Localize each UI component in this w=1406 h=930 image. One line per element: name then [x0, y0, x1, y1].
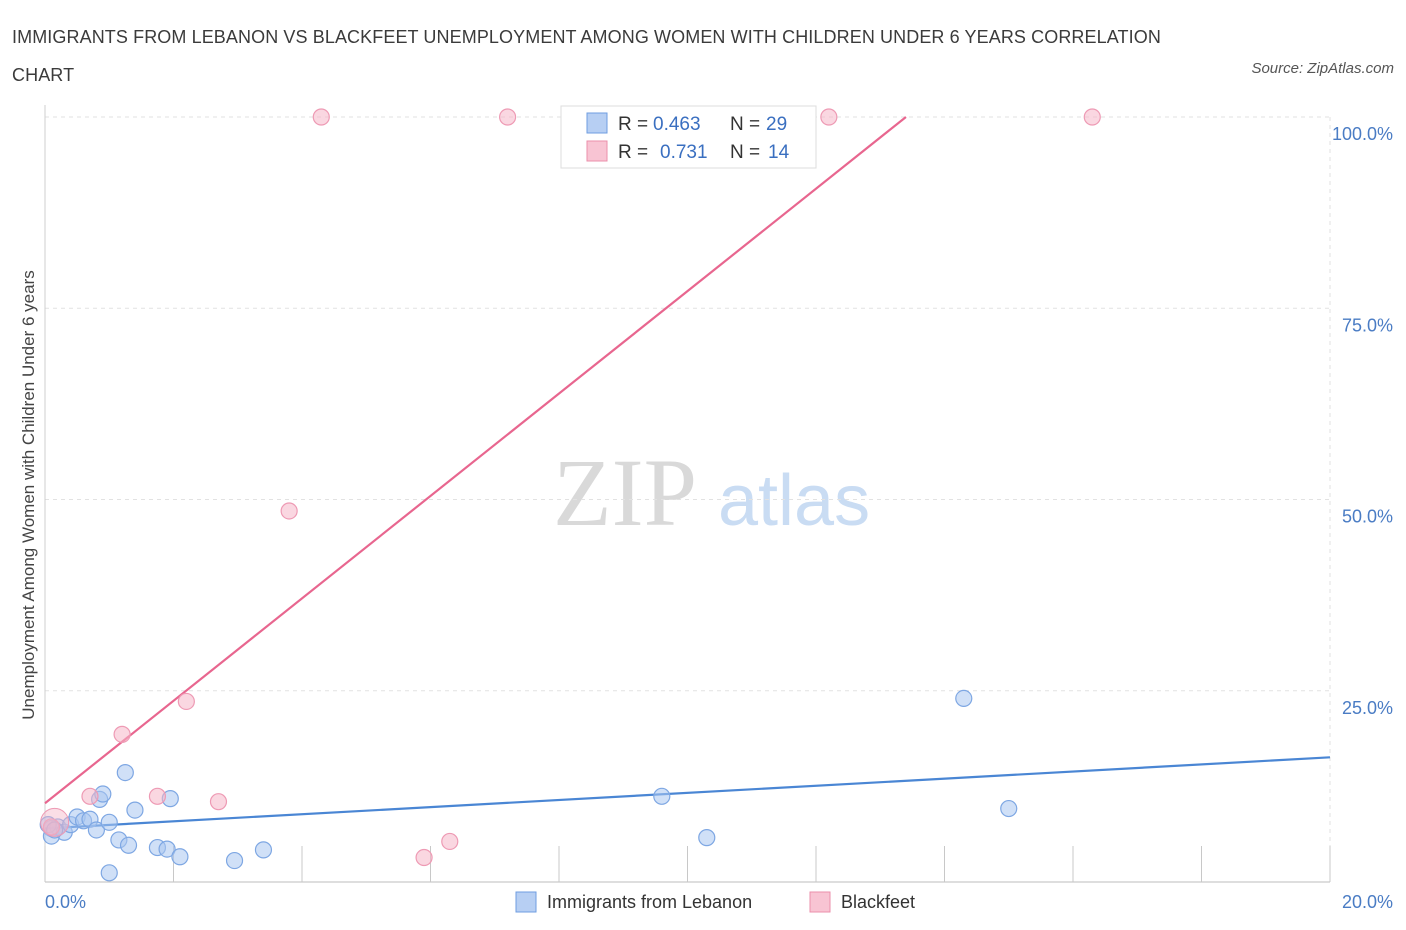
bottom-legend-swatch-blackfeet — [809, 891, 831, 913]
lebanon-point-12 — [100, 864, 118, 882]
lebanon-point-26 — [1000, 799, 1018, 818]
legend-n-label-2: N = — [730, 142, 760, 163]
legend-n-label-1: N = — [730, 114, 760, 135]
x-tick-label-0: 0.0% — [45, 892, 86, 912]
legend-swatch-blackfeet — [586, 140, 608, 162]
tick-labels: 25.0% 50.0% 75.0% 100.0% 0.0% 20.0% — [45, 124, 1393, 912]
source-label: Source: ZipAtlas.com — [1251, 60, 1394, 77]
blackfeet-point-2 — [113, 725, 131, 743]
blackfeet-point-5 — [209, 793, 228, 811]
legend-swatch-lebanon — [586, 112, 608, 134]
lebanon-point-21 — [225, 851, 244, 870]
lebanon-point-8 — [87, 821, 106, 839]
legend-n-value-lebanon: 29 — [766, 114, 787, 135]
x-tick-label-1: 20.0% — [1342, 892, 1393, 912]
blackfeet-point-10 — [499, 108, 517, 126]
lebanon-trend-line — [44, 756, 1331, 830]
bottom-legend: Immigrants from Lebanon Blackfeet — [515, 891, 915, 913]
y-axis-label: Unemployment Among Women with Children U… — [19, 270, 38, 719]
blackfeet-point-9 — [441, 832, 459, 851]
bottom-legend-blackfeet: Blackfeet — [841, 892, 915, 912]
y-tick-label-0: 25.0% — [1342, 698, 1393, 718]
watermark-zip: ZIP — [553, 439, 697, 546]
blackfeet-point-12 — [820, 108, 838, 126]
y-tick-label-2: 75.0% — [1342, 315, 1393, 335]
y-tick-label-3: 100.0% — [1332, 124, 1393, 144]
blackfeet-point-8 — [415, 848, 433, 867]
lebanon-point-18 — [158, 840, 176, 858]
y-tick-label-1: 50.0% — [1342, 507, 1393, 527]
lebanon-point-20 — [171, 848, 189, 866]
blackfeet-point-1 — [81, 787, 99, 805]
legend-r-label-2: R = — [618, 142, 648, 163]
lebanon-point-16 — [126, 801, 144, 819]
blackfeet-point-0 — [42, 818, 61, 836]
lebanon-point-22 — [254, 841, 273, 859]
legend-box: R = 0.463 N = 29 R = 0.731 N = 14 — [560, 105, 817, 169]
blackfeet-point-6 — [280, 502, 298, 520]
trend-lines — [44, 116, 1331, 830]
lebanon-point-23 — [653, 787, 671, 805]
legend-r-value-lebanon: 0.463 — [653, 114, 701, 135]
legend-n-value-blackfeet: 14 — [768, 142, 790, 163]
blackfeet-trend-line — [44, 116, 907, 805]
bottom-legend-swatch-lebanon — [515, 891, 537, 913]
bottom-legend-lebanon: Immigrants from Lebanon — [547, 892, 752, 912]
axes — [44, 105, 1331, 883]
lebanon-point-14 — [116, 764, 134, 782]
lebanon-point-11 — [100, 813, 118, 831]
chart-title: IMMIGRANTS FROM LEBANON VS BLACKFEET UNE… — [12, 27, 1161, 85]
lebanon-point-24 — [698, 829, 716, 847]
legend-r-label-1: R = — [618, 114, 648, 135]
blackfeet-point-4 — [177, 692, 195, 711]
blackfeet-point-13 — [1083, 108, 1101, 126]
blackfeet-point-cluster — [40, 807, 70, 837]
legend-r-value-blackfeet: 0.731 — [660, 142, 708, 163]
lebanon-point-25 — [955, 689, 973, 708]
blackfeet-point-3 — [148, 787, 167, 805]
lebanon-point-15 — [119, 836, 138, 854]
blackfeet-point-7 — [312, 108, 330, 126]
watermark-atlas: atlas — [718, 461, 870, 541]
